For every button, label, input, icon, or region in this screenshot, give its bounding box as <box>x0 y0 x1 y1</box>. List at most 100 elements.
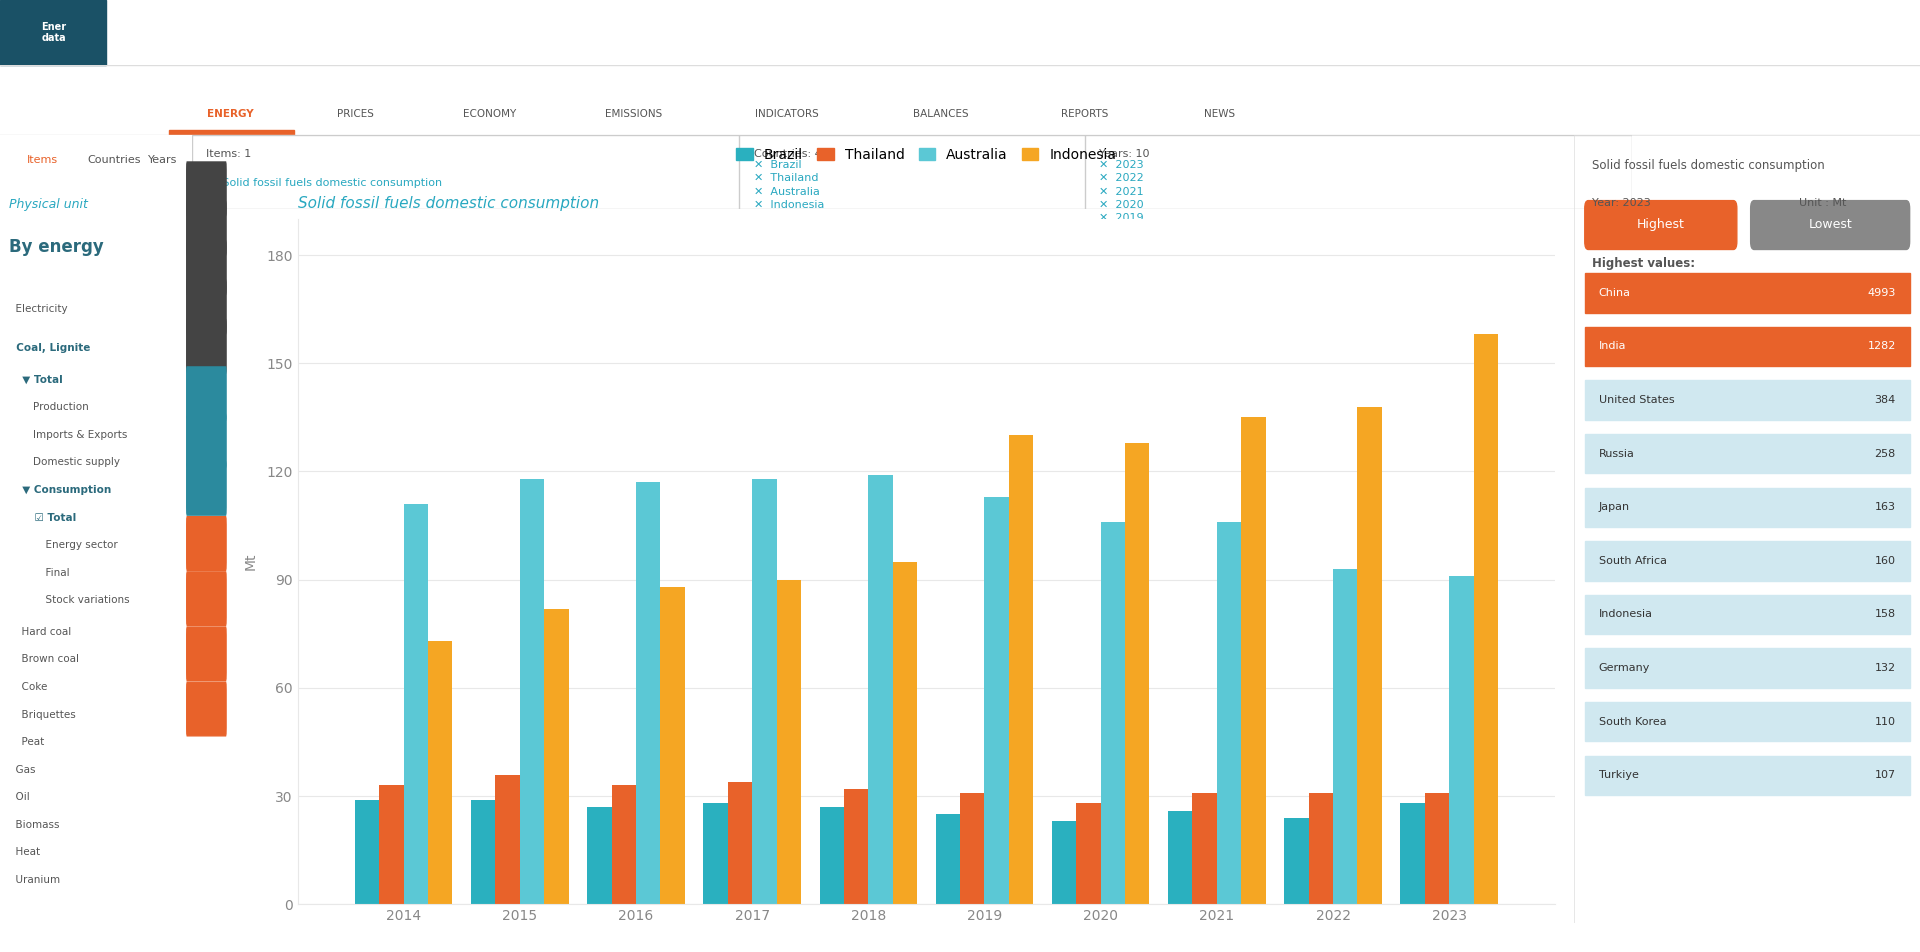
Text: Biomass: Biomass <box>10 820 60 830</box>
Bar <box>470 800 495 904</box>
Text: Ener
data: Ener data <box>40 22 67 43</box>
Text: 132: 132 <box>1874 663 1895 673</box>
Bar <box>776 580 801 904</box>
Text: FEEDBACK: FEEDBACK <box>1526 18 1567 28</box>
Bar <box>495 775 520 904</box>
Text: Years: Years <box>148 155 177 165</box>
Bar <box>1475 334 1498 904</box>
Text: ✕  2019: ✕ 2019 <box>1098 213 1144 224</box>
Text: Coal, Lignite: Coal, Lignite <box>10 343 90 353</box>
Bar <box>403 504 428 904</box>
Bar <box>1008 435 1033 904</box>
Text: 107: 107 <box>1874 770 1895 781</box>
Text: Indonesia: Indonesia <box>1599 609 1653 620</box>
Text: Germany: Germany <box>1599 663 1649 673</box>
Text: Electricity: Electricity <box>10 304 67 313</box>
Text: UPDATE STATUS: UPDATE STATUS <box>1075 18 1137 28</box>
FancyBboxPatch shape <box>186 414 227 467</box>
Text: Briquettes: Briquettes <box>15 709 75 720</box>
Bar <box>1584 327 1910 367</box>
Bar <box>169 129 294 135</box>
Bar <box>1584 541 1910 581</box>
Bar <box>1400 803 1425 904</box>
FancyBboxPatch shape <box>186 280 227 334</box>
Bar <box>588 807 612 904</box>
Bar <box>660 587 685 904</box>
FancyBboxPatch shape <box>186 241 227 294</box>
FancyBboxPatch shape <box>186 202 227 255</box>
Bar <box>1584 381 1910 420</box>
Bar <box>543 608 568 904</box>
Text: ✕  2020: ✕ 2020 <box>1098 200 1144 210</box>
Bar <box>820 807 845 904</box>
FancyBboxPatch shape <box>186 462 227 515</box>
Text: HOW TO USE: HOW TO USE <box>1346 18 1396 28</box>
Text: REPORTS: REPORTS <box>1062 109 1108 119</box>
Text: 258: 258 <box>1874 448 1895 459</box>
Text: ✕  Indonesia: ✕ Indonesia <box>753 200 824 210</box>
Bar <box>960 793 985 904</box>
Text: Peat: Peat <box>15 737 44 747</box>
Bar <box>1357 407 1382 904</box>
Text: Items: Items <box>27 155 58 165</box>
Text: PRICES: PRICES <box>336 109 374 119</box>
Bar <box>1584 756 1910 795</box>
Text: Physical unit: Physical unit <box>10 198 88 211</box>
Text: OPTIONS: OPTIONS <box>1436 18 1471 28</box>
Text: Exit: Exit <box>1805 18 1826 28</box>
FancyBboxPatch shape <box>186 517 227 570</box>
Text: SUPPORT: SUPPORT <box>1617 18 1651 28</box>
FancyBboxPatch shape <box>186 572 227 625</box>
Text: Countries: Countries <box>88 155 140 165</box>
Bar <box>520 479 543 904</box>
Text: Solid fossil fuels domestic consumption: Solid fossil fuels domestic consumption <box>298 196 599 210</box>
Bar <box>728 782 753 904</box>
Bar <box>1077 803 1100 904</box>
Text: South Korea: South Korea <box>1599 717 1667 726</box>
Text: ✕  Thailand: ✕ Thailand <box>753 173 818 183</box>
FancyBboxPatch shape <box>186 367 227 421</box>
Text: Highest values:: Highest values: <box>1592 257 1695 270</box>
Text: Years: 10: Years: 10 <box>1098 149 1156 159</box>
Bar <box>1584 702 1910 742</box>
Text: Production: Production <box>19 402 88 412</box>
Text: Coke: Coke <box>15 682 46 692</box>
Text: 384: 384 <box>1874 395 1895 405</box>
Bar <box>1425 793 1450 904</box>
Text: 160: 160 <box>1874 556 1895 565</box>
Y-axis label: Mt: Mt <box>244 553 257 570</box>
Text: Heat: Heat <box>10 847 40 858</box>
Text: NEWS: NEWS <box>1204 109 1235 119</box>
Bar <box>1052 822 1077 904</box>
FancyBboxPatch shape <box>186 683 227 736</box>
Text: Imports & Exports: Imports & Exports <box>19 429 127 440</box>
Text: ✕  2023: ✕ 2023 <box>1098 160 1144 169</box>
Text: Russia: Russia <box>1599 448 1634 459</box>
FancyBboxPatch shape <box>186 627 227 681</box>
Text: Welcome Séverine: Welcome Séverine <box>1805 34 1908 44</box>
Bar <box>0 0 106 65</box>
Bar <box>893 562 918 904</box>
Text: Stock variations: Stock variations <box>25 595 129 605</box>
Text: SOURCES: SOURCES <box>1256 18 1292 28</box>
Text: ☑ Total: ☑ Total <box>19 512 77 523</box>
Text: 1282: 1282 <box>1868 342 1895 351</box>
Text: GLOSSARY: GLOSSARY <box>1165 18 1206 28</box>
Text: Solid fossil fuels domestic consumption: Solid fossil fuels domestic consumption <box>1592 159 1824 171</box>
Text: Lowest: Lowest <box>1809 218 1853 230</box>
Bar <box>1125 443 1150 904</box>
Bar <box>1584 487 1910 527</box>
Text: 163: 163 <box>1874 503 1895 512</box>
Text: Final: Final <box>25 567 69 578</box>
Text: Oil: Oil <box>10 792 31 803</box>
Bar <box>868 475 893 904</box>
Bar <box>1309 793 1332 904</box>
Text: Year: 2023: Year: 2023 <box>1592 198 1651 208</box>
Text: EMISSIONS: EMISSIONS <box>605 109 662 119</box>
Bar <box>636 483 660 904</box>
Text: Countries: 4: Countries: 4 <box>753 149 828 159</box>
Bar <box>1450 576 1475 904</box>
Text: Highest: Highest <box>1638 218 1684 230</box>
Text: ECONOMY: ECONOMY <box>463 109 516 119</box>
Bar <box>935 814 960 904</box>
